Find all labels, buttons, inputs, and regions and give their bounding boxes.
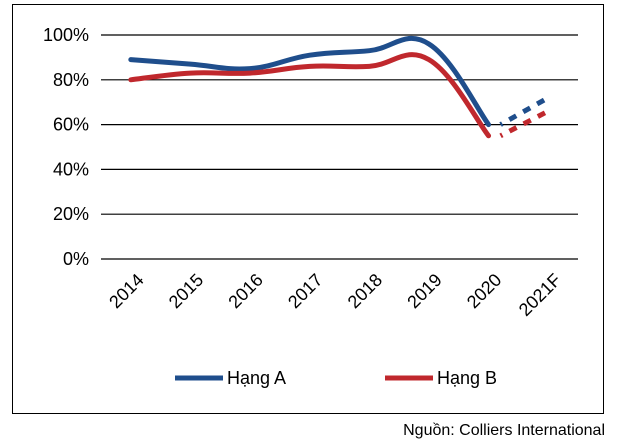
source-note: Nguồn: Colliers International [403,422,605,439]
chart-frame: 100% 80% 60% 40% 20% 0% 2014 2015 2016 2017 2018 2… [12,4,604,414]
gridlines [101,34,578,260]
x-tick-label: 2014 [105,270,147,312]
legend: Hạng A Hạng B [175,368,497,388]
x-tick-label: 2016 [224,270,266,312]
series-line-hang-b [128,52,492,139]
y-tick-label: 40% [53,159,89,179]
series-lines [128,36,550,139]
y-tick-label: 0% [63,249,89,269]
series-line-hang-a [128,36,492,128]
x-tick-label: 2019 [403,270,445,312]
y-tick-label: 80% [53,70,89,90]
legend-label: Hạng B [437,368,497,388]
y-tick-label: 20% [53,204,89,224]
y-axis-ticks: 100% 80% 60% 40% 20% 0% [43,25,89,269]
series-projection-hang-b [499,108,550,139]
line-chart: 100%80%60%40%20%0% 2014 2015 2016 2017 2018 2… [43,25,578,388]
x-tick-label: 2020 [463,270,505,312]
x-axis-ticks: 2014 2015 2016 2017 2018 2019 2020 2021F [105,270,565,320]
x-tick-label: 2017 [284,270,326,312]
legend-label: Hạng A [227,368,286,388]
x-tick-label: 2021F [515,270,565,320]
x-tick-label: 2018 [344,270,386,312]
series-projection-hang-a [499,95,550,127]
x-tick-label: 2015 [165,270,207,312]
y-tick-label: 60% [53,115,89,135]
y-tick-label: 100% [43,25,89,45]
